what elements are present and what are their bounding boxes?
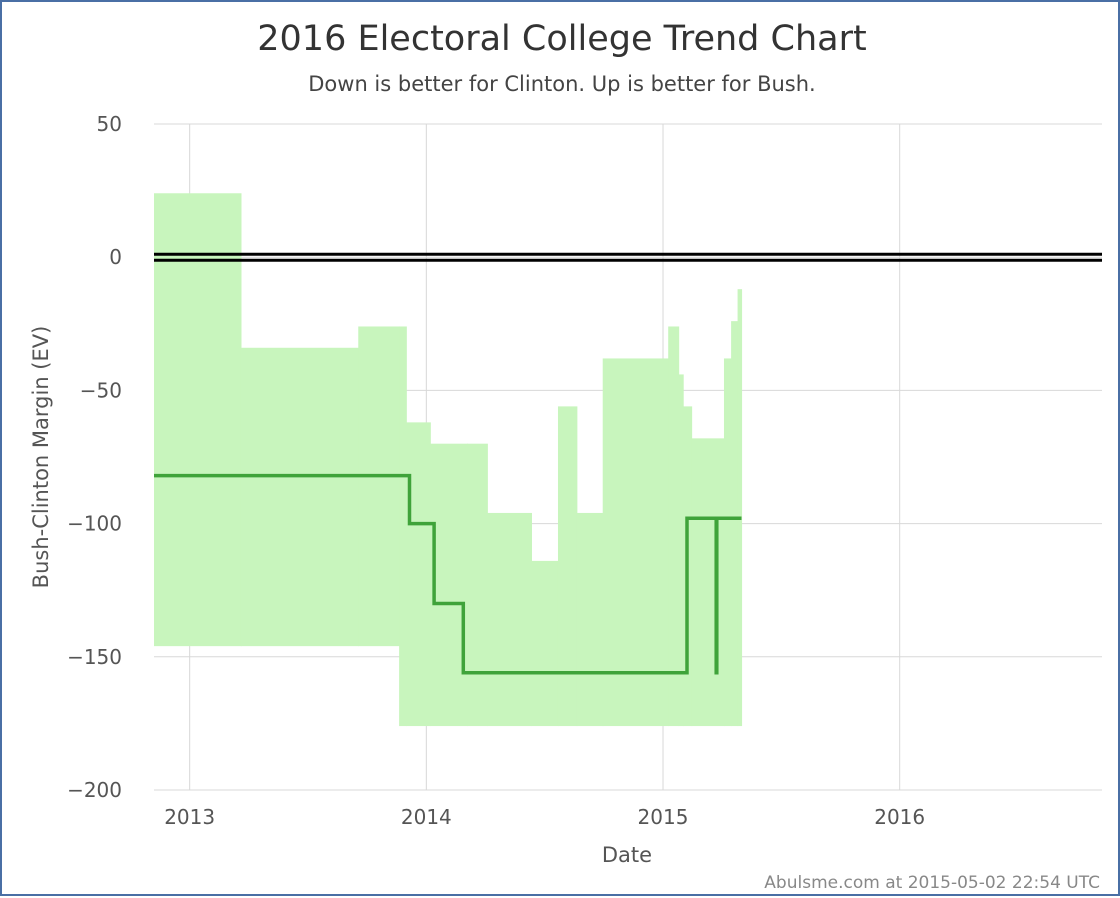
y-axis-ticks: 50 0 −50 −100 −150 −200 — [67, 112, 122, 802]
y-tick-label: −150 — [67, 645, 122, 669]
range-band-segment — [487, 512, 532, 727]
chart-subtitle: Down is better for Clinton. Up is better… — [308, 72, 815, 96]
range-band-segment — [531, 560, 559, 727]
x-tick-label: 2015 — [638, 805, 689, 829]
x-tick-label: 2014 — [401, 805, 452, 829]
range-band-segment — [691, 438, 725, 727]
range-band-segment — [731, 321, 739, 727]
range-band-segment — [399, 326, 407, 727]
range-band-segment — [406, 422, 431, 727]
series-line — [154, 473, 742, 675]
range-band-segment — [723, 358, 732, 727]
range-band-segment — [154, 193, 242, 647]
range-band-segment — [467, 443, 488, 727]
x-tick-label: 2013 — [164, 805, 215, 829]
chart-title: 2016 Electoral College Trend Chart — [257, 19, 866, 59]
range-band-segment — [358, 326, 400, 647]
y-tick-label: 50 — [97, 112, 122, 136]
range-band-segment — [602, 358, 669, 727]
range-band-segment — [430, 443, 468, 727]
range-band-segment — [678, 374, 684, 727]
range-band-segment — [557, 406, 578, 727]
y-tick-label: −50 — [80, 378, 122, 402]
range-band-segment — [668, 326, 680, 727]
series-layer — [154, 473, 742, 675]
x-axis-label: Date — [602, 843, 652, 867]
zero-line-layer — [154, 252, 1102, 262]
credit-text: Abulsme.com at 2015-05-02 22:54 UTC — [764, 873, 1100, 893]
y-tick-label: −100 — [67, 512, 122, 536]
y-axis-label: Bush-Clinton Margin (EV) — [29, 326, 53, 589]
range-band-layer — [154, 193, 743, 727]
y-tick-label: −200 — [67, 778, 122, 802]
range-band-segment — [576, 512, 604, 727]
range-band-segment — [737, 289, 743, 727]
range-band-segment — [240, 347, 359, 647]
y-tick-label: 0 — [109, 245, 122, 269]
x-tick-label: 2016 — [874, 805, 925, 829]
x-axis-ticks: 2013 2014 2015 2016 — [164, 805, 925, 829]
